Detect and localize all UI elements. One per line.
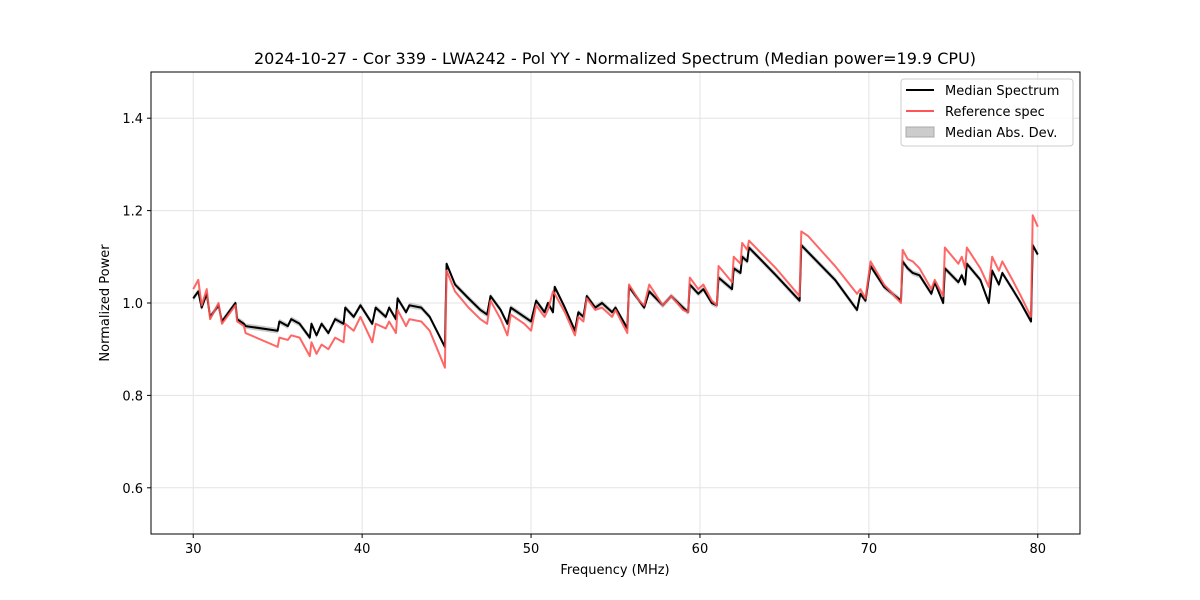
mad-band (193, 242, 1038, 350)
legend-mad-label: Median Abs. Dev. (945, 126, 1057, 141)
x-tick-label: 40 (354, 542, 371, 557)
legend-reference-label: Reference spec (945, 105, 1045, 120)
y-tick-label: 0.8 (122, 389, 143, 404)
y-tick-label: 1.2 (122, 205, 143, 220)
legend-mad-swatch (905, 126, 935, 138)
x-tick-label: 70 (861, 542, 878, 557)
chart-title: 2024-10-27 - Cor 339 - LWA242 - Pol YY -… (254, 49, 976, 68)
y-axis-label: Normalized Power (98, 244, 113, 362)
x-tick-label: 80 (1029, 542, 1046, 557)
y-tick-label: 0.6 (122, 482, 143, 497)
y-tick-label: 1.4 (122, 112, 143, 127)
median-spectrum-line (192, 244, 1039, 348)
x-axis-label: Frequency (MHz) (560, 563, 669, 578)
x-tick-label: 60 (692, 542, 709, 557)
x-tick-label: 50 (523, 542, 540, 557)
legend: Median Spectrum Reference spec Median Ab… (900, 78, 1074, 147)
x-tick-label: 30 (185, 542, 202, 557)
reference-spectrum-line (192, 214, 1039, 369)
legend-median-label: Median Spectrum (945, 84, 1059, 99)
y-tick-label: 1.0 (122, 297, 143, 312)
